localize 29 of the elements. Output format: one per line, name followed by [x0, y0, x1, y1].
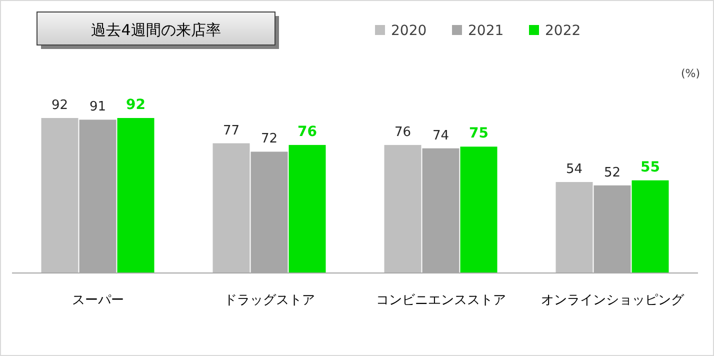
data-label: 75	[469, 126, 488, 142]
bar	[384, 144, 422, 273]
bar	[41, 118, 78, 273]
data-label: 76	[394, 124, 412, 140]
bar	[632, 180, 669, 273]
data-label: 92	[51, 98, 68, 113]
x-tick-label: コンビニエンスストア	[376, 293, 506, 308]
bar	[288, 144, 326, 273]
legend-label: 2020	[391, 23, 427, 39]
bar	[556, 182, 593, 273]
chart-title: 過去4週間の来店率	[91, 21, 221, 39]
data-label: 91	[89, 100, 106, 115]
x-tick-label: ドラッグストア	[224, 293, 315, 308]
bar	[212, 143, 250, 273]
x-tick-label: オンラインショッピング	[540, 293, 685, 308]
data-label: 76	[298, 124, 317, 140]
data-label: 55	[640, 159, 660, 176]
data-label: 74	[432, 128, 450, 144]
data-label: 72	[260, 132, 278, 147]
data-label: 92	[126, 97, 146, 113]
bar	[460, 146, 498, 273]
x-tick-label: スーパー	[72, 293, 124, 308]
legend-label: 2022	[545, 23, 581, 39]
legend-label: 2021	[468, 23, 504, 39]
data-label: 52	[604, 165, 621, 180]
bar	[117, 118, 154, 273]
data-label: 54	[566, 162, 583, 178]
text: (%)	[680, 67, 700, 80]
data-label: 77	[222, 123, 240, 138]
